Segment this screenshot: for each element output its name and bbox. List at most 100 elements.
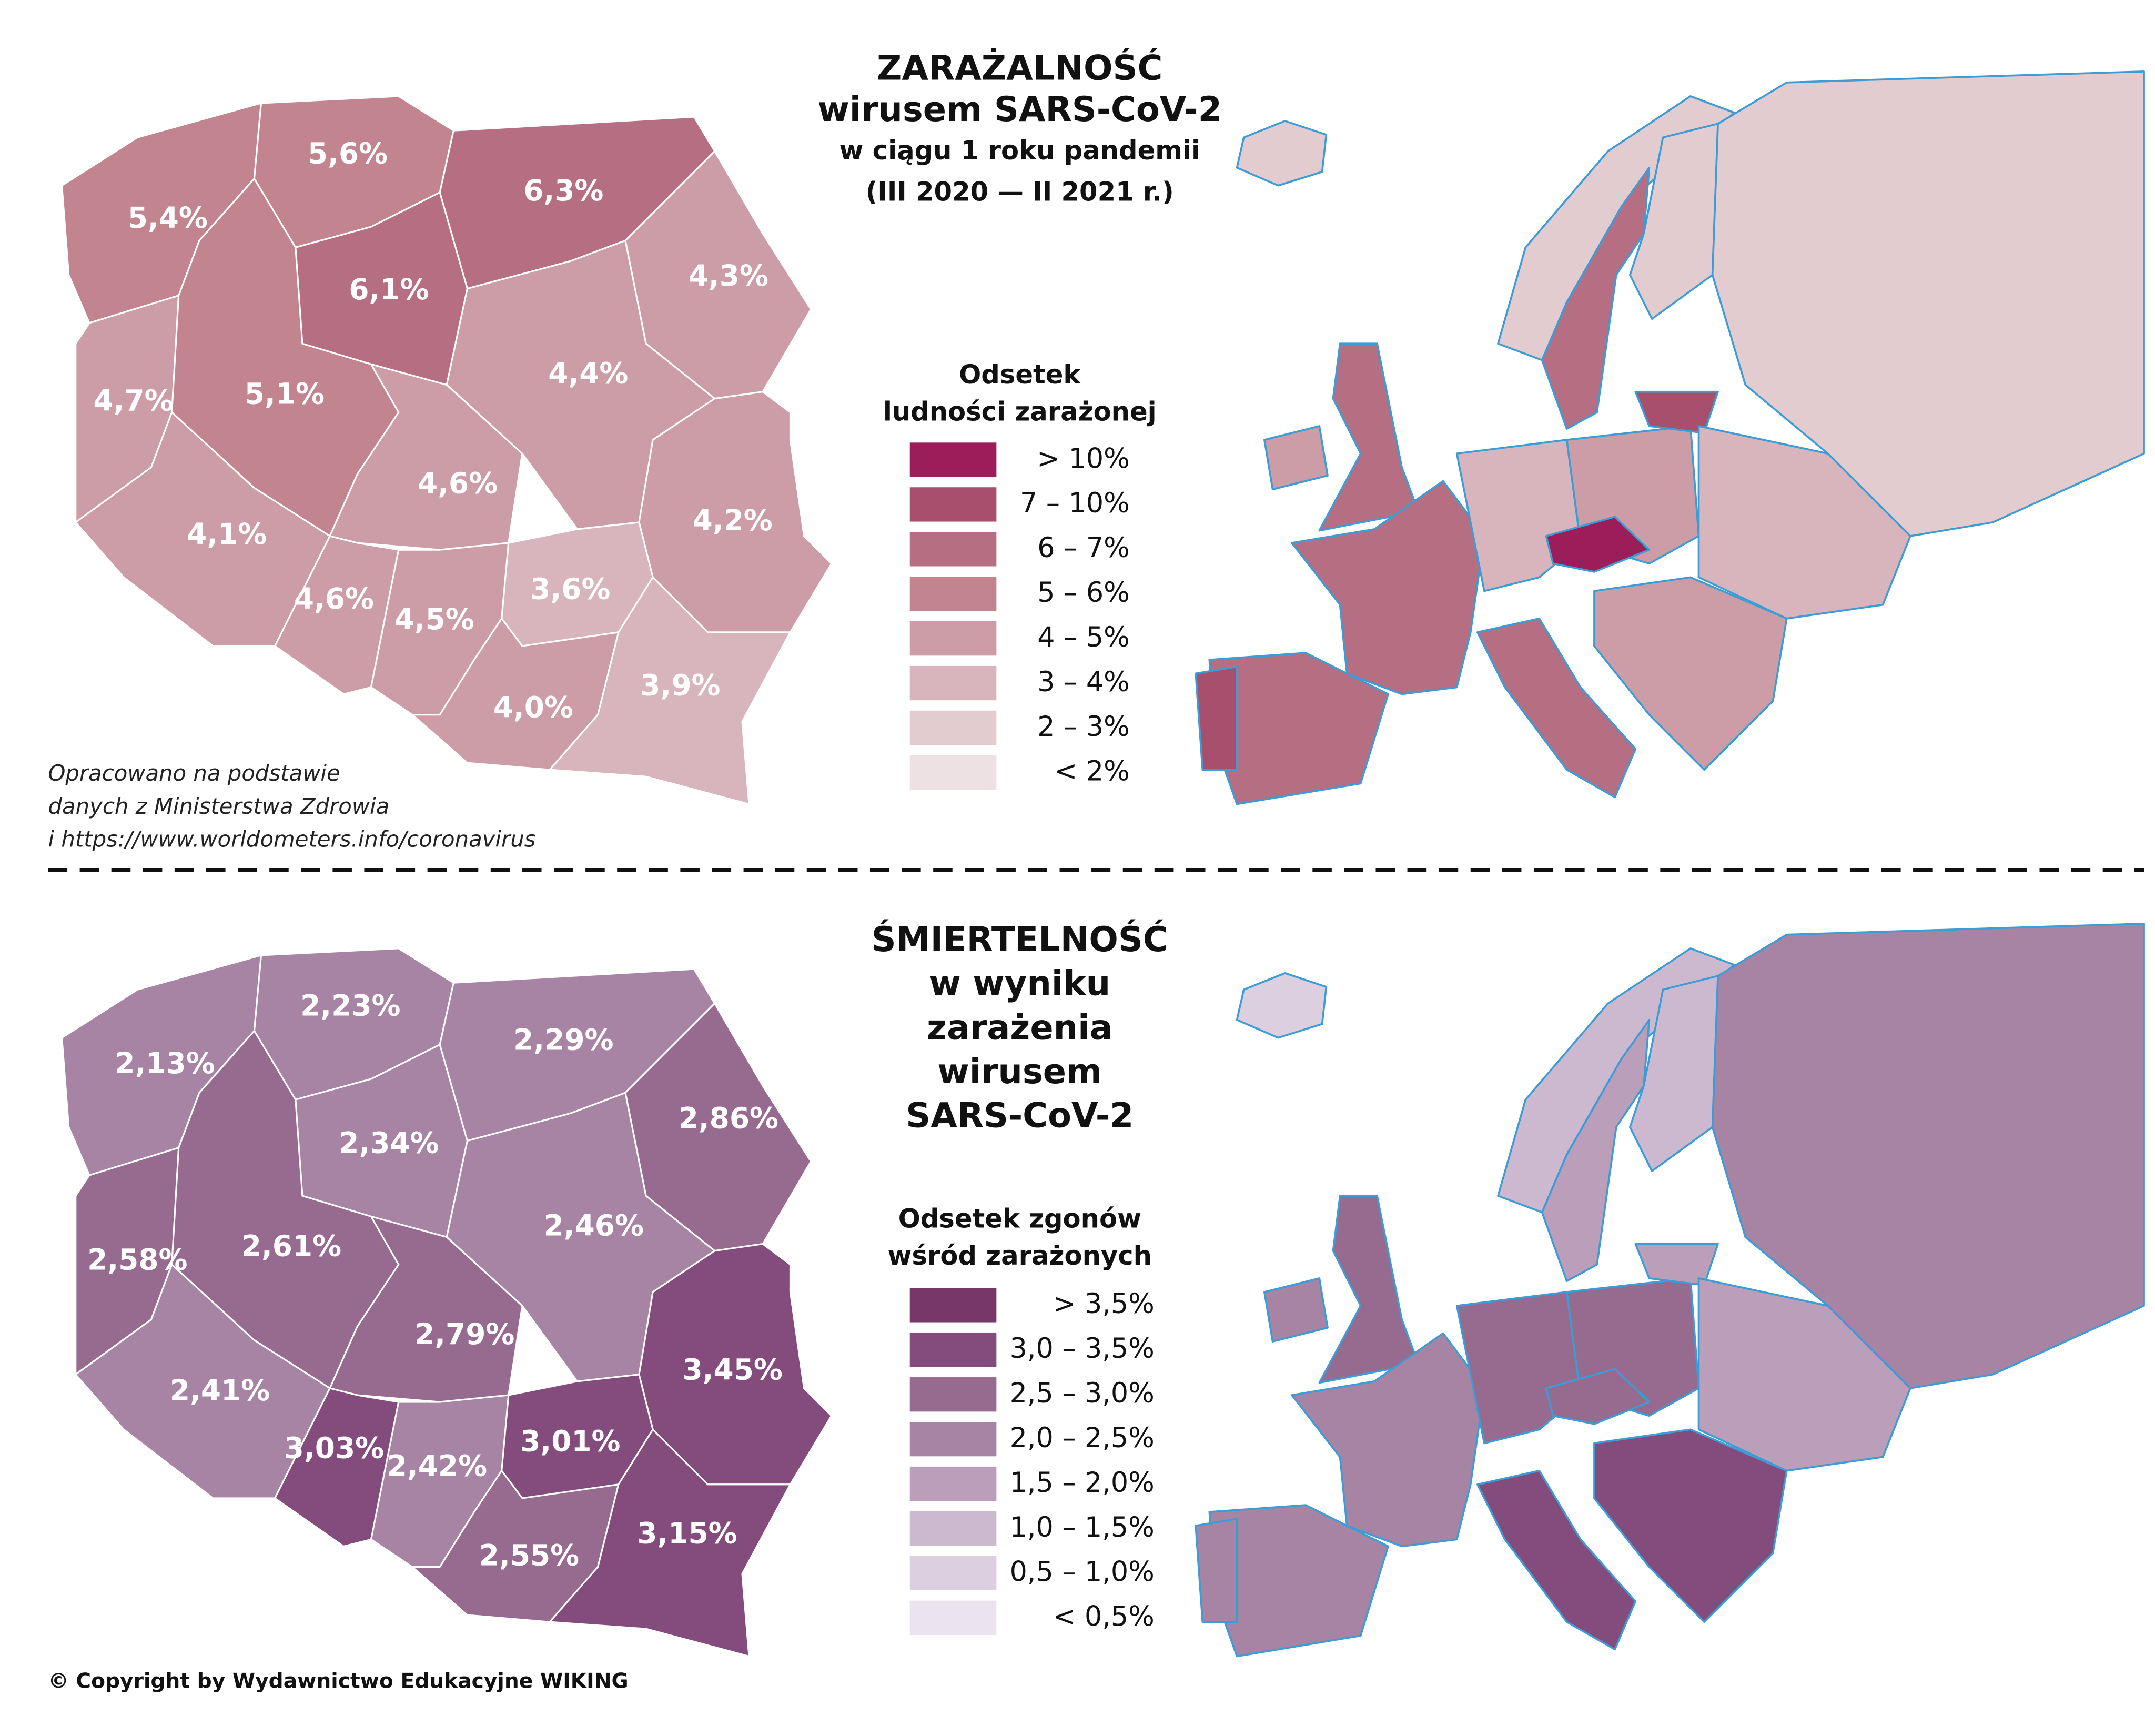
region-label: 2,34% xyxy=(339,1126,439,1160)
region-label: 3,03% xyxy=(284,1431,384,1465)
region-label: 3,45% xyxy=(683,1353,783,1387)
legend-title: wśród zarażonych xyxy=(888,1240,1152,1271)
country xyxy=(1236,972,1328,1039)
region-label: 4,7% xyxy=(93,384,173,418)
legend-swatch xyxy=(909,621,997,656)
country xyxy=(1697,425,1911,620)
country xyxy=(1593,1428,1788,1623)
country xyxy=(1236,120,1328,187)
region xyxy=(638,391,833,633)
legend-swatch xyxy=(909,1333,997,1367)
country xyxy=(1476,1469,1637,1651)
region xyxy=(638,1243,833,1486)
region xyxy=(549,576,791,805)
country xyxy=(1476,617,1637,799)
legend-swatch xyxy=(909,442,997,477)
legend-swatch xyxy=(909,1556,997,1591)
region-label: 2,23% xyxy=(300,988,400,1022)
country xyxy=(1711,922,2145,1389)
legend-label: 2,5 – 3,0% xyxy=(1010,1378,1155,1409)
legend-label: < 2% xyxy=(1055,756,1130,788)
region-label: 3,9% xyxy=(640,669,720,702)
title-line: w wyniku xyxy=(929,964,1110,1004)
legend-label: 3,0 – 3,5% xyxy=(1010,1333,1155,1365)
country xyxy=(1318,342,1420,532)
region-label: 2,55% xyxy=(479,1538,579,1572)
legend-label: 6 – 7% xyxy=(1037,532,1129,564)
country xyxy=(1195,665,1238,771)
region xyxy=(329,363,523,551)
legend-title: ludności zarażonej xyxy=(883,397,1157,427)
country xyxy=(1263,1277,1329,1343)
legend-swatch xyxy=(909,665,997,701)
country xyxy=(1545,516,1651,573)
region-label: 2,13% xyxy=(115,1046,215,1080)
legend-swatch xyxy=(909,1421,997,1457)
title-line: wirusem xyxy=(937,1052,1102,1092)
title-line: wirusem SARS-CoV-2 xyxy=(817,89,1222,129)
legend-title: Odsetek xyxy=(959,359,1081,390)
legend-title: Odsetek zgonów xyxy=(898,1203,1141,1234)
region-label: 5,6% xyxy=(308,136,388,170)
source-note: Opracowano na podstawie xyxy=(48,760,340,786)
legend-label: 5 – 6% xyxy=(1037,577,1129,609)
legend-label: 2 – 3% xyxy=(1037,711,1129,743)
country xyxy=(1593,576,1788,771)
region-label: 6,3% xyxy=(523,174,603,207)
country xyxy=(1711,70,2145,537)
title-line: ZARAŻALNOŚĆ xyxy=(877,48,1162,88)
region-label: 4,0% xyxy=(493,690,573,724)
region-label: 2,58% xyxy=(87,1243,187,1277)
region-label: 3,6% xyxy=(530,572,610,606)
region xyxy=(329,1215,523,1403)
country xyxy=(1291,1332,1485,1548)
region-label: 4,6% xyxy=(294,582,374,615)
region-label: 5,4% xyxy=(128,201,208,235)
legend-swatch xyxy=(909,710,997,745)
legend-swatch xyxy=(909,1466,997,1501)
region-label: 4,5% xyxy=(394,602,474,636)
legend-swatch xyxy=(909,755,997,790)
region-label: 3,01% xyxy=(520,1425,620,1458)
copyright: © Copyright by Wydawnictwo Edukacyjne WI… xyxy=(48,1670,628,1693)
legend-swatch xyxy=(909,532,997,567)
source-note: danych z Ministerstwa Zdrowia xyxy=(48,793,389,819)
region-label: 5,1% xyxy=(245,377,325,411)
title-line: w ciągu 1 roku pandemii xyxy=(839,135,1200,166)
region-label: 4,1% xyxy=(187,517,267,551)
country xyxy=(1263,425,1329,490)
region xyxy=(411,618,620,771)
legend-swatch xyxy=(909,1511,997,1546)
legend-label: 1,5 – 2,0% xyxy=(1010,1467,1155,1499)
country xyxy=(1318,1195,1420,1384)
title-line: zarażenia xyxy=(927,1007,1113,1047)
legend-label: > 3,5% xyxy=(1053,1288,1155,1320)
legend-swatch xyxy=(909,1288,997,1323)
country xyxy=(1697,1277,1911,1472)
region-label: 2,29% xyxy=(513,1023,613,1057)
title-line: (III 2020 — II 2021 r.) xyxy=(866,176,1174,207)
region-label: 2,79% xyxy=(414,1317,514,1351)
legend-label: > 10% xyxy=(1037,443,1130,475)
legend-label: 4 – 5% xyxy=(1037,622,1129,653)
region-label: 2,86% xyxy=(679,1102,778,1135)
legend-label: 1,0 – 1,5% xyxy=(1010,1512,1155,1543)
region xyxy=(411,1470,620,1623)
region-label: 4,2% xyxy=(693,503,773,537)
region-label: 3,15% xyxy=(637,1517,737,1550)
legend-swatch xyxy=(909,1600,997,1635)
legend-label: 0,5 – 1,0% xyxy=(1010,1557,1155,1588)
region-label: 4,4% xyxy=(548,356,628,390)
country xyxy=(1545,1368,1651,1425)
region-label: 6,1% xyxy=(349,272,429,306)
source-note: i https://www.worldometers.info/coronavi… xyxy=(48,826,535,852)
region-label: 2,46% xyxy=(544,1208,644,1242)
legend-label: < 0,5% xyxy=(1053,1601,1155,1633)
country xyxy=(1195,1518,1238,1623)
region-label: 2,41% xyxy=(170,1374,270,1407)
region-label: 2,61% xyxy=(241,1229,341,1263)
legend-label: 7 – 10% xyxy=(1020,488,1130,519)
region-label: 4,6% xyxy=(418,466,498,500)
